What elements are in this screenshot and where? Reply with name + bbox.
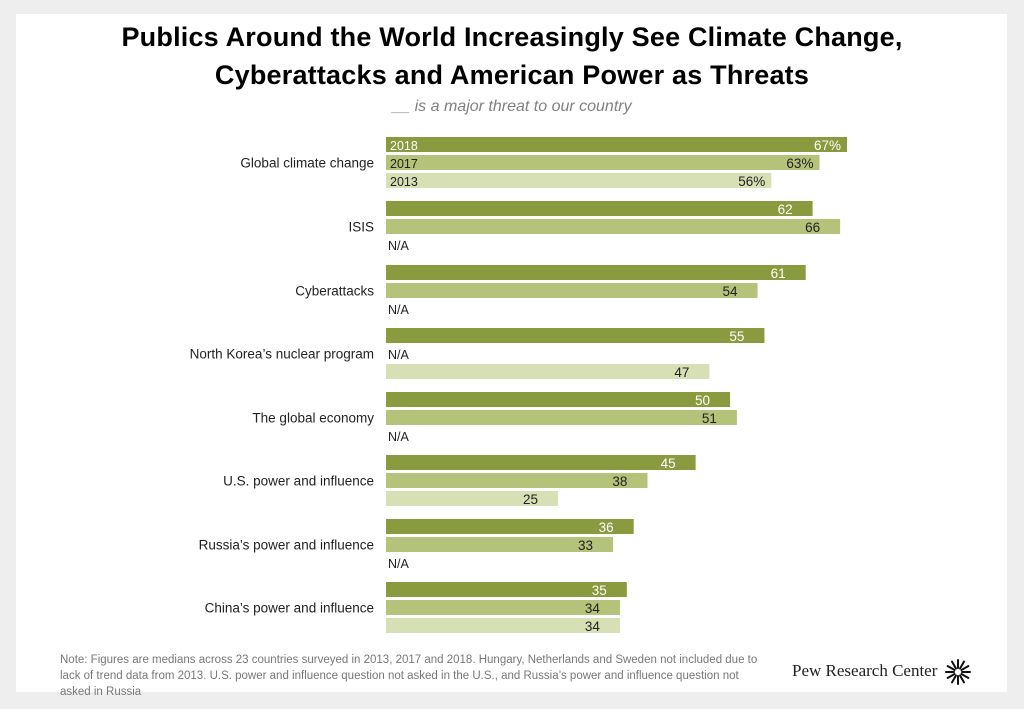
value-label-north-korea-s-nuclear-program-2018: 55 — [729, 329, 744, 344]
na-label-the-global-economy-2013: N/A — [388, 430, 410, 444]
value-label-global-climate-change-2013: 56% — [738, 174, 765, 189]
percent-sign: % — [829, 138, 841, 153]
value-label-u-s-power-and-influence-2013: 25 — [523, 492, 538, 507]
value-label-russia-s-power-and-influence-2017: 33 — [578, 538, 593, 553]
value-label-isis-2018: 62 — [778, 202, 793, 217]
na-label-isis-2013: N/A — [388, 239, 410, 253]
category-label-u-s-power-and-influence: U.S. power and influence — [223, 474, 374, 489]
bar-isis-2018 — [386, 201, 813, 216]
category-label-isis: ISIS — [348, 220, 374, 235]
legend-year-2013: 2013 — [390, 175, 418, 189]
bar-russia-s-power-and-influence-2017 — [386, 537, 614, 552]
category-label-russia-s-power-and-influence: Russia’s power and influence — [199, 538, 374, 553]
pew-logo-icon — [945, 659, 971, 685]
brand-name: Pew Research Center — [792, 661, 938, 680]
bar-north-korea-s-nuclear-program-2013 — [386, 364, 710, 379]
value-label-china-s-power-and-influence-2017: 34 — [585, 601, 601, 616]
bar-u-s-power-and-influence-2017 — [386, 473, 648, 488]
value-label-cyberattacks-2018: 61 — [771, 266, 786, 281]
percent-sign: % — [801, 156, 813, 171]
bar-cyberattacks-2018 — [386, 265, 806, 280]
value-label-isis-2017: 66 — [805, 220, 820, 235]
bar-china-s-power-and-influence-2013 — [386, 618, 620, 633]
bar-russia-s-power-and-influence-2018 — [386, 519, 634, 534]
logo-ray — [951, 674, 957, 684]
value-label-the-global-economy-2018: 50 — [695, 393, 710, 408]
percent-sign: % — [753, 174, 765, 189]
value-label-china-s-power-and-influence-2013: 34 — [585, 619, 601, 634]
value-label-cyberattacks-2017: 54 — [723, 284, 739, 299]
na-label-cyberattacks-2013: N/A — [388, 303, 410, 317]
logo-ray — [959, 660, 965, 670]
logo-ray — [960, 673, 970, 679]
value-label-the-global-economy-2017: 51 — [702, 411, 717, 426]
bar-china-s-power-and-influence-2018 — [386, 582, 627, 597]
logo-ray — [946, 673, 956, 679]
value-label-north-korea-s-nuclear-program-2013: 47 — [674, 365, 689, 380]
value-label-global-climate-change-2017: 63% — [786, 156, 813, 171]
value-label-russia-s-power-and-influence-2018: 36 — [599, 520, 614, 535]
chart-title-line-1: Publics Around the World Increasingly Se… — [121, 22, 903, 52]
logo-ray — [951, 660, 957, 670]
logo-ray — [946, 665, 956, 671]
na-label-north-korea-s-nuclear-program-2017: N/A — [388, 348, 410, 362]
chart-subtitle: __ is a major threat to our country — [392, 98, 632, 115]
bar-global-climate-change-2018 — [386, 137, 847, 152]
chart-card — [16, 14, 1007, 692]
bar-china-s-power-and-influence-2017 — [386, 600, 620, 615]
chart-title-text: Publics Around the World Increasingly Se… — [121, 22, 902, 90]
value-label-china-s-power-and-influence-2018: 35 — [592, 583, 607, 598]
chart-title: Publics Around the World Increasingly Se… — [0, 18, 1024, 94]
bar-the-global-economy-2017 — [386, 410, 737, 425]
category-label-china-s-power-and-influence: China’s power and influence — [205, 601, 374, 616]
bar-isis-2017 — [386, 219, 841, 234]
bar-the-global-economy-2018 — [386, 392, 731, 407]
value-label-u-s-power-and-influence-2017: 38 — [612, 474, 627, 489]
bar-global-climate-change-2017 — [386, 155, 820, 170]
bar-u-s-power-and-influence-2018 — [386, 455, 696, 470]
value-label-u-s-power-and-influence-2018: 45 — [661, 456, 676, 471]
bar-north-korea-s-nuclear-program-2018 — [386, 328, 765, 343]
category-label-north-korea-s-nuclear-program: North Korea’s nuclear program — [190, 347, 374, 362]
bar-u-s-power-and-influence-2013 — [386, 491, 559, 506]
chart-note: Note: Figures are medians across 23 coun… — [60, 654, 758, 698]
bar-global-climate-change-2013 — [386, 173, 772, 188]
bar-cyberattacks-2017 — [386, 283, 758, 298]
category-label-cyberattacks: Cyberattacks — [295, 284, 374, 299]
na-label-russia-s-power-and-influence-2013: N/A — [388, 557, 410, 571]
logo-ray — [959, 674, 965, 684]
legend-year-2018: 2018 — [390, 139, 418, 153]
category-label-the-global-economy: The global economy — [252, 411, 374, 426]
chart-title-line-2: Cyberattacks and American Power as Threa… — [214, 60, 810, 90]
legend-year-2017: 2017 — [390, 157, 418, 171]
value-label-global-climate-change-2018: 67% — [814, 138, 841, 153]
category-label-global-climate-change: Global climate change — [240, 156, 374, 171]
logo-ray — [960, 665, 970, 671]
